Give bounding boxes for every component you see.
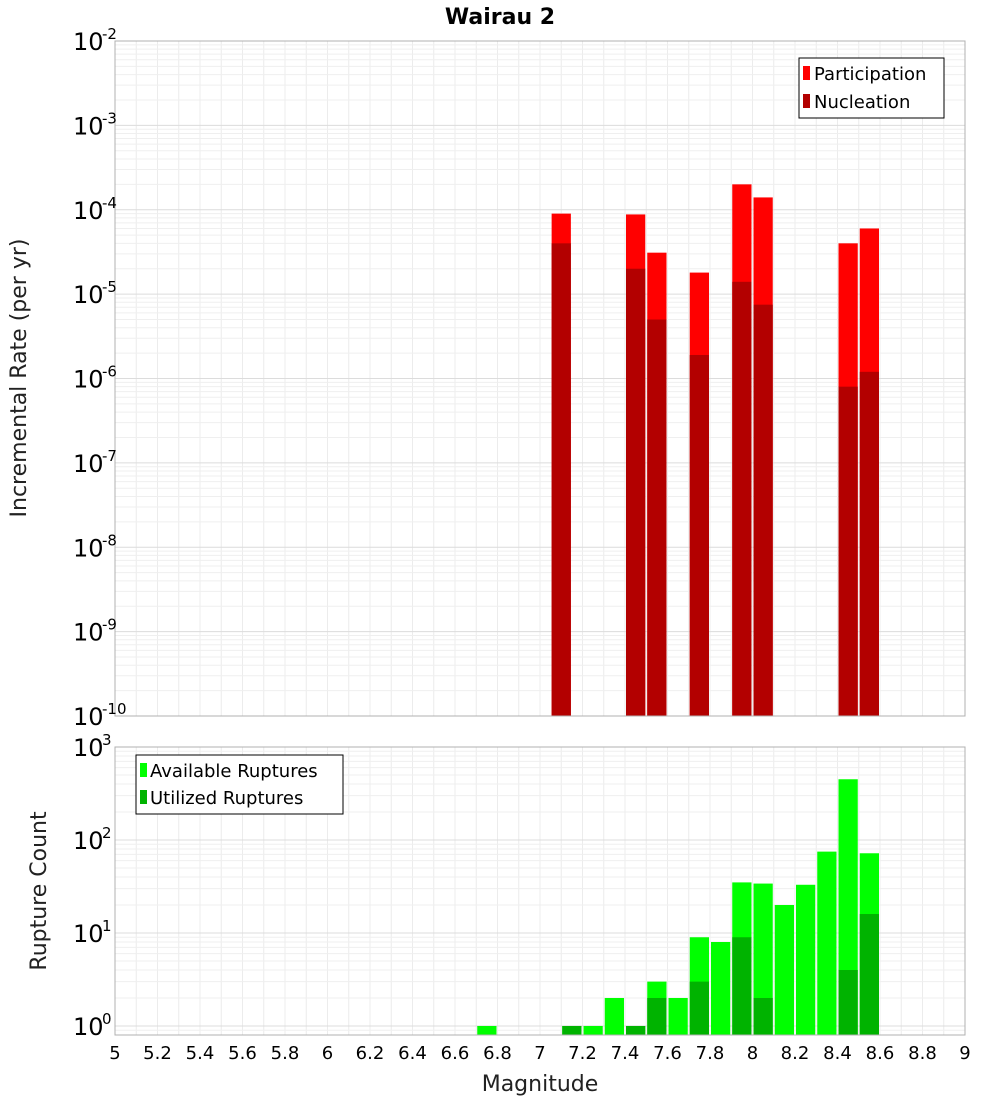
bar-nucleation — [859, 371, 879, 716]
y-tick-label-exponent: -10 — [102, 700, 127, 718]
x-tick-label: 6.6 — [441, 1043, 470, 1064]
bar-available-ruptures — [753, 883, 773, 1035]
y-tick-label-exponent: 1 — [102, 917, 112, 935]
x-tick-label: 5 — [109, 1043, 120, 1064]
chart-title: Wairau 2 — [445, 5, 555, 30]
x-tick-label: 6.4 — [398, 1043, 427, 1064]
x-tick-label: 6.2 — [356, 1043, 385, 1064]
y-tick-label-exponent: -6 — [102, 363, 117, 381]
bar-nucleation — [626, 268, 646, 716]
x-tick-label: 9 — [959, 1043, 970, 1064]
y-tick-label-exponent: -9 — [102, 616, 117, 634]
bar-utilized-ruptures — [838, 969, 858, 1035]
y-tick-label-base: 10 — [73, 734, 104, 762]
bar-utilized-ruptures — [732, 937, 752, 1035]
y-tick-label-base: 10 — [73, 534, 104, 562]
y-tick-label-base: 10 — [73, 920, 104, 948]
legend-swatch-utilized-ruptures — [140, 790, 147, 804]
top-y-axis-label: Incremental Rate (per yr) — [7, 239, 32, 518]
x-tick-label: 7.8 — [696, 1043, 725, 1064]
y-tick-label-exponent: 3 — [102, 731, 112, 749]
bar-available-ruptures — [477, 1025, 497, 1035]
bottom-legend: Available Ruptures Utilized Ruptures — [135, 754, 344, 815]
top-legend-box — [798, 57, 945, 119]
top-plot-frame — [114, 40, 966, 717]
bar-utilized-ruptures — [859, 914, 879, 1035]
y-tick-label-base: 10 — [73, 366, 104, 394]
y-tick-label-exponent: 2 — [102, 824, 112, 842]
legend-label-nucleation: Nucleation — [814, 92, 910, 113]
x-tick-label: 7 — [534, 1043, 545, 1064]
x-tick-label: 7.6 — [653, 1043, 682, 1064]
bar-nucleation — [838, 386, 858, 716]
x-tick-label: 7.2 — [568, 1043, 597, 1064]
bar-utilized-ruptures — [689, 981, 709, 1035]
legend-swatch-nucleation — [803, 94, 810, 108]
legend-label-utilized-ruptures: Utilized Ruptures — [150, 788, 303, 809]
y-tick-label-base: 10 — [73, 28, 104, 56]
x-tick-label: 5.6 — [228, 1043, 257, 1064]
bar-available-ruptures — [668, 997, 688, 1035]
y-tick-label-exponent: 0 — [102, 1010, 112, 1028]
x-tick-label: 6.8 — [483, 1043, 512, 1064]
y-tick-label-base: 10 — [73, 450, 104, 478]
x-tick-labels: 5 5.2 5.4 5.6 5.8 6 6.2 6.4 6.6 6.8 7 7.2 7.4 7.6 7.8 8… — [109, 1043, 970, 1064]
bar-available-ruptures — [711, 942, 731, 1035]
x-tick-label: 8.4 — [823, 1043, 852, 1064]
y-tick-label-exponent: -8 — [102, 531, 117, 549]
y-tick-label-exponent: -7 — [102, 447, 117, 465]
legend-label-participation: Participation — [814, 64, 926, 85]
top-legend: Participation Nucleation — [798, 57, 945, 119]
bottom-legend-box — [135, 754, 344, 815]
bar-nucleation — [753, 304, 773, 716]
bar-nucleation — [689, 354, 709, 716]
y-tick-label-base: 10 — [73, 827, 104, 855]
y-tick-label-base: 10 — [73, 1013, 104, 1041]
bottom-plot-frame — [114, 746, 966, 1036]
bar-nucleation — [647, 319, 667, 716]
x-tick-label: 8.8 — [908, 1043, 937, 1064]
y-tick-label-base: 10 — [73, 197, 104, 225]
bar-nucleation — [551, 243, 571, 717]
x-tick-label: 8.6 — [866, 1043, 895, 1064]
bar-utilized-ruptures — [647, 997, 667, 1035]
y-tick-label-exponent: -2 — [102, 25, 117, 43]
bottom-chart-bars — [477, 779, 879, 1035]
x-tick-label: 7.4 — [611, 1043, 640, 1064]
top-chart-grid — [114, 40, 966, 717]
bar-available-ruptures — [817, 851, 837, 1035]
bar-utilized-ruptures — [562, 1025, 582, 1035]
bar-available-ruptures — [774, 904, 794, 1035]
x-tick-label: 8.2 — [781, 1043, 810, 1064]
x-tick-label: 5.2 — [143, 1043, 172, 1064]
y-tick-label-exponent: -5 — [102, 278, 117, 296]
x-tick-label: 5.4 — [186, 1043, 215, 1064]
y-tick-label-exponent: -3 — [102, 109, 117, 127]
y-tick-label-base: 10 — [73, 112, 104, 140]
bar-available-ruptures — [604, 997, 624, 1035]
top-y-tick-labels: 10-210-310-410-510-610-710-810-910-10 — [73, 25, 127, 731]
x-tick-label: 5.8 — [271, 1043, 300, 1064]
x-axis-label: Magnitude — [482, 1072, 599, 1097]
bar-available-ruptures — [796, 884, 816, 1035]
legend-label-available-ruptures: Available Ruptures — [150, 761, 318, 782]
x-tick-label: 8 — [747, 1043, 758, 1064]
y-tick-label-exponent: -4 — [102, 194, 117, 212]
legend-swatch-available-ruptures — [140, 763, 147, 777]
bar-utilized-ruptures — [753, 997, 773, 1035]
bar-utilized-ruptures — [626, 1025, 646, 1035]
legend-swatch-participation — [803, 66, 810, 80]
bar-nucleation — [732, 281, 752, 716]
bar-available-ruptures — [583, 1025, 603, 1035]
top-chart-bars — [551, 184, 879, 717]
y-tick-label-base: 10 — [73, 281, 104, 309]
y-tick-label-base: 10 — [73, 703, 104, 731]
x-tick-label: 6 — [322, 1043, 333, 1064]
bottom-y-axis-label: Rupture Count — [27, 811, 52, 971]
y-tick-label-base: 10 — [73, 619, 104, 647]
